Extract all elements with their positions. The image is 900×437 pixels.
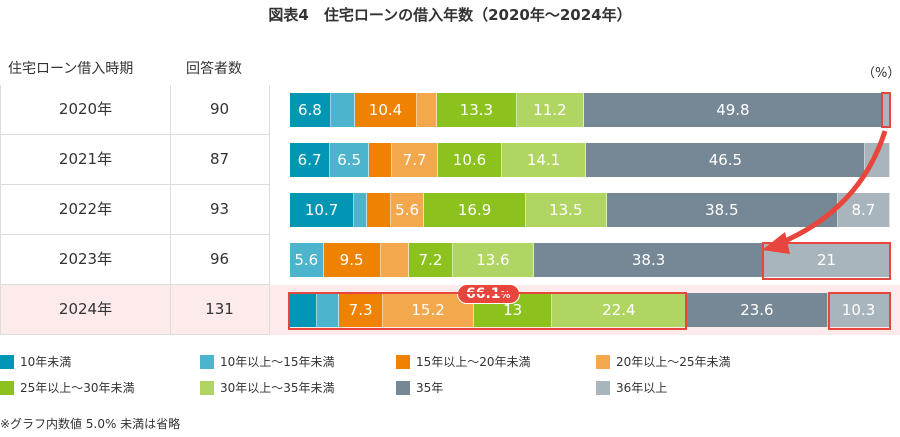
bar-segment: 22.4 [552,293,687,327]
table-row: 2020年 90 6.8 10.4 13.3 11.2 49.8 [0,85,900,135]
badge-unit: % [500,290,511,301]
legend-swatch [200,354,214,369]
period-cell: 2022年 [0,185,171,235]
respondents-cell: 131 [170,285,270,335]
bar-segment: 10.7 [290,193,355,227]
legend-item: 25年以上～30年未満 [0,379,135,396]
legend-swatch [396,354,410,369]
bar-segment: 7.3 [339,293,383,327]
bar-segment: 11.2 [516,93,584,127]
bar-segment [317,293,340,327]
legend-item: 10年未満 [0,353,71,370]
bar-segment [290,293,317,327]
legend-label: 35年 [416,381,444,395]
chart-title: 図表4 住宅ローンの借入年数（2020年～2024年） [268,6,632,24]
legend-item: 10年以上～15年未満 [200,353,335,370]
header-respondents: 回答者数 [186,61,242,77]
header-period: 住宅ローン借入時期 [8,61,134,77]
bar-segment: 7.2 [409,243,453,277]
bar-segment: 6.7 [290,143,331,177]
legend-item: 35年 [396,379,443,396]
legend-swatch [596,354,610,369]
bar-segment [380,243,410,277]
bar-segment: 13.3 [437,93,517,127]
bar-segment [354,193,368,227]
bar-segment [367,193,391,227]
stacked-bar: 6.8 10.4 13.3 11.2 49.8 [290,93,890,127]
bar-segment: 10.6 [438,143,502,177]
stacked-bar: 10.7 5.6 16.9 13.5 38.5 8.7 [290,193,890,227]
bar-segment: 46.5 [586,143,866,177]
legend-swatch [596,380,610,395]
bar-segment: 5.6 [290,243,324,277]
respondents-cell: 96 [170,235,270,285]
period-cell: 2024年 [0,285,171,335]
legend-swatch [200,380,214,395]
bar-segment [330,93,355,127]
stacked-bar: 7.3 15.2 13 22.4 23.6 10.3 [290,293,890,327]
bar-segment: 6.5 [330,143,370,177]
footnote: ※グラフ内数値 5.0% 未満は省略 [0,417,181,431]
bar-segment: 38.3 [534,243,764,277]
legend-swatch [396,380,410,395]
respondents-cell: 93 [170,185,270,235]
table-row: 2021年 87 6.7 6.5 7.7 10.6 14.1 46.5 [0,135,900,185]
bar-segment: 49.8 [584,93,883,127]
period-cell: 2020年 [0,85,171,135]
bar-segment: 14.1 [501,143,587,177]
legend-item: 20年以上～25年未満 [596,353,731,370]
legend-label: 25年以上～30年未満 [20,381,135,395]
bar-segment [417,93,437,127]
bar-segment: 38.5 [606,193,838,227]
legend-item: 36年以上 [596,379,667,396]
legend-swatch [0,354,14,369]
bar-segment: 9.5 [323,243,381,277]
bar-segment: 6.8 [290,93,331,127]
unit-label: （%） [862,66,900,81]
legend-label: 20年以上～25年未満 [616,355,731,369]
total-badge: 66.1% [457,284,520,304]
legend-label: 10年以上～15年未満 [220,355,335,369]
period-cell: 2021年 [0,135,171,185]
bar-segment: 13.5 [525,193,607,227]
legend-item: 15年以上～20年未満 [396,353,531,370]
bar-segment: 23.6 [686,293,829,327]
legend-label: 10年未満 [20,355,72,369]
badge-value: 66.1 [466,286,501,302]
stacked-bar: 6.7 6.5 7.7 10.6 14.1 46.5 [290,143,890,177]
bar-segment: 13.6 [452,243,535,277]
legend-label: 36年以上 [616,381,668,395]
bar-segment: 10.3 [828,293,890,327]
legend-swatch [0,380,14,395]
period-cell: 2023年 [0,235,171,285]
bar-segment: 5.6 [390,193,425,227]
bar-segment: 10.4 [354,93,418,127]
bar-segment [369,143,392,177]
legend-label: 30年以上～35年未満 [220,381,335,395]
legend-label: 15年以上～20年未満 [416,355,531,369]
bar-segment: 16.9 [424,193,526,227]
table-row: 2022年 93 10.7 5.6 16.9 13.5 38.5 8.7 [0,185,900,235]
respondents-cell: 90 [170,85,270,135]
legend-item: 30年以上～35年未満 [200,379,335,396]
table-row: 2023年 96 5.6 9.5 7.2 13.6 38.3 21 [0,235,900,285]
stacked-bar: 5.6 9.5 7.2 13.6 38.3 21 [290,243,890,277]
bar-segment: 7.7 [392,143,439,177]
respondents-cell: 87 [170,135,270,185]
